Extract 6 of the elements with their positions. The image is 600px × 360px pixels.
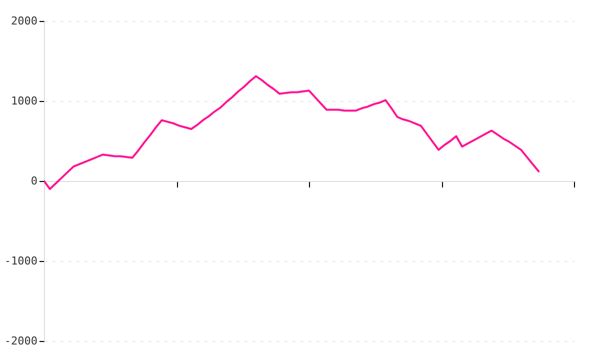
y-tick-label: -2000	[4, 334, 38, 348]
line-series	[44, 75, 540, 190]
y-tick-label: 1000	[11, 94, 38, 108]
y-tick-label: 0	[30, 174, 38, 188]
y-tick-label: 2000	[11, 14, 38, 28]
y-tick-label: -1000	[4, 254, 38, 268]
